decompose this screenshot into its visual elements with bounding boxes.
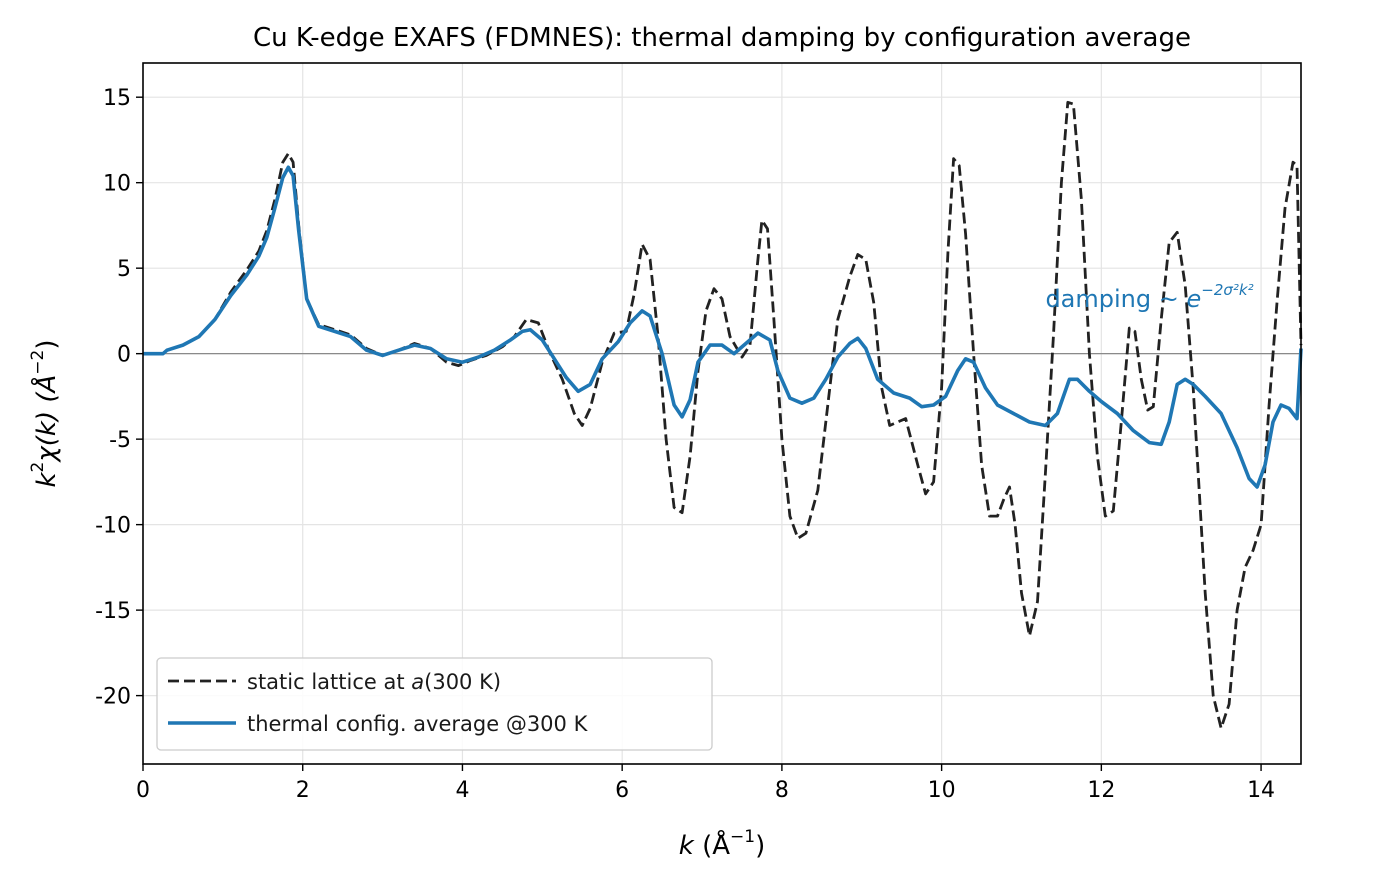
x-tick-label-4: 8 <box>775 778 789 803</box>
x-axis-label: k (Å−1) <box>679 827 765 861</box>
legend: static lattice at a(300 K) thermal confi… <box>156 657 713 751</box>
y-tick-label-1: -15 <box>95 599 131 624</box>
y-label-close: ) <box>32 339 62 349</box>
x-tick-label-7: 14 <box>1247 778 1275 803</box>
x-label-close: ) <box>755 831 765 861</box>
legend-static-math: a <box>411 670 424 694</box>
x-tick-label-2: 4 <box>455 778 469 803</box>
annotation-label: damping ~ <box>1045 285 1186 313</box>
x-label-sup: −1 <box>730 827 755 847</box>
y-label-mid: χ(k) (Å <box>30 375 62 464</box>
legend-static-suffix: (300 K) <box>424 670 501 694</box>
legend-static-name: static lattice at <box>247 670 411 694</box>
x-label-base: k <box>679 831 695 861</box>
y-tick-label-6: 10 <box>103 172 131 197</box>
legend-entry-thermal: thermal config. average @300 K <box>247 712 589 736</box>
x-label-unit: (Å <box>694 829 730 861</box>
y-tick-label-2: -10 <box>95 514 131 539</box>
plot-frame <box>142 62 1302 765</box>
series-thermal-average-line <box>143 165 1303 489</box>
y-tick-label-0: -20 <box>95 685 131 710</box>
y-label-sup1: 2 <box>28 462 48 473</box>
y-label-sup2: −2 <box>28 350 48 375</box>
damping-annotation: damping ~ e−2σ²k² <box>1045 281 1253 313</box>
x-tick-label-6: 12 <box>1087 778 1115 803</box>
x-tick-label-5: 10 <box>928 778 956 803</box>
x-tick-label-1: 2 <box>296 778 310 803</box>
y-label-pre: k <box>32 472 62 488</box>
y-tick-label-7: 15 <box>103 86 131 111</box>
axis-ticks: 0 2 4 6 8 10 12 14 -20 -15 -10 -5 0 5 10 15 <box>95 86 1275 803</box>
annotation-math: e <box>1186 285 1201 313</box>
series-group <box>143 100 1303 730</box>
annotation-sup: −2σ²k² <box>1201 281 1253 299</box>
y-axis-label: k2χ(k) (Å−2) <box>28 339 62 487</box>
legend-entry-static: static lattice at a(300 K) <box>247 670 501 694</box>
x-tick-label-3: 6 <box>615 778 629 803</box>
y-tick-label-3: -5 <box>109 428 131 453</box>
legend-thermal-name: thermal config. average @300 K <box>247 712 589 736</box>
y-tick-label-5: 5 <box>117 257 131 282</box>
x-tick-label-0: 0 <box>136 778 150 803</box>
series-static-lattice-line <box>143 100 1303 730</box>
legend-box <box>156 657 713 751</box>
y-tick-label-4: 0 <box>117 343 131 368</box>
chart-title: Cu K-edge EXAFS (FDMNES): thermal dampin… <box>253 23 1191 53</box>
